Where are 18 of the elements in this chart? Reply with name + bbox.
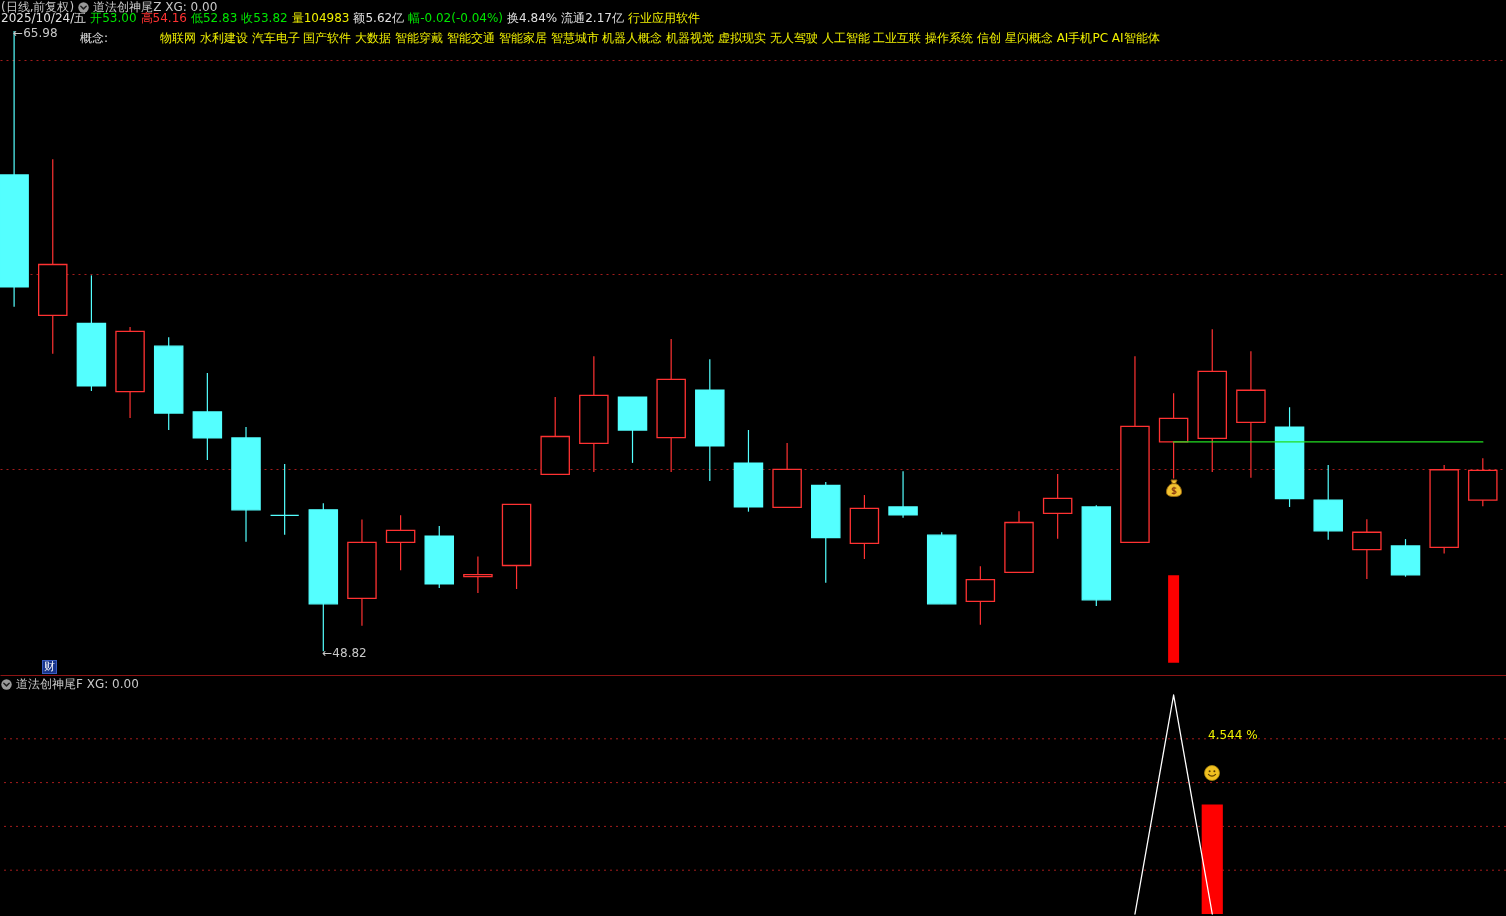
text: 幅-0.02(-0.04%) <box>408 11 504 25</box>
text: 流通2.17亿 <box>561 11 624 25</box>
annotation: ←65.98 <box>13 26 58 41</box>
annotation: 概念: <box>80 31 109 45</box>
text: (日线,前复权) <box>1 0 75 14</box>
candlestick <box>269 463 300 536</box>
annotation: ←48.82 <box>322 646 367 661</box>
annotation: 物联网 水利建设 汽车电子 国产软件 大数据 智能穿戴 智能交通 智能家居 智慧城市 机器人概念 机器视觉 虚拟现实 无人驾驶 人工智能 工业互联 操作系统 信创 星闪概念 AI手机PC AI智能体 <box>160 31 1160 45</box>
text: 低52.83 <box>190 11 238 25</box>
text: 行业应用软件 <box>627 11 700 25</box>
chart-title: 道法创神尾F XG: 0.00 <box>16 677 139 691</box>
annotation: 4.544 % <box>1208 728 1258 742</box>
text: 量104983 <box>291 11 350 25</box>
annotation: 财 <box>42 660 57 674</box>
text: 高54.16 <box>140 11 187 25</box>
text: 换4.84% <box>507 11 558 25</box>
text: 额5.62亿 <box>353 11 405 25</box>
text: 收53.82 <box>241 11 288 25</box>
